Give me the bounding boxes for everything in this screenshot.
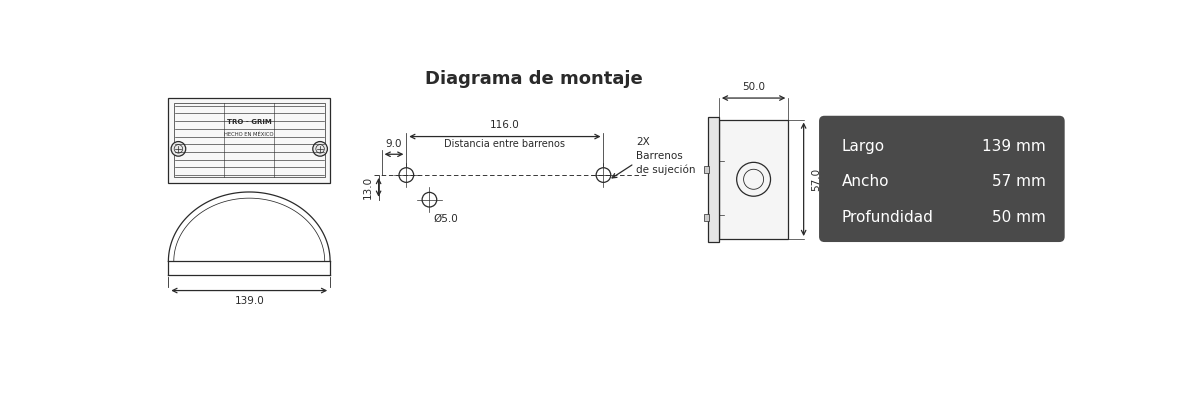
Text: TRO - GRIM: TRO - GRIM (227, 119, 271, 125)
Circle shape (422, 192, 437, 207)
Text: Ø5.0: Ø5.0 (433, 214, 458, 224)
Text: 57.0: 57.0 (811, 168, 821, 191)
Circle shape (596, 168, 611, 182)
Bar (704, 214, 709, 221)
Bar (168, 98, 330, 183)
Bar (704, 166, 709, 173)
Text: Distancia entre barrenos: Distancia entre barrenos (444, 139, 565, 149)
Text: Barrenos: Barrenos (636, 151, 683, 161)
Text: 13.0: 13.0 (362, 176, 372, 199)
Text: Largo: Largo (841, 139, 884, 154)
Circle shape (172, 142, 186, 156)
Bar (174, 104, 325, 177)
Bar (708, 116, 719, 242)
Bar (719, 120, 788, 239)
Text: Profundidad: Profundidad (841, 210, 934, 225)
Text: 50 mm: 50 mm (991, 210, 1045, 225)
Text: Diagrama de montaje: Diagrama de montaje (425, 70, 643, 88)
FancyBboxPatch shape (820, 116, 1064, 242)
Text: 9.0: 9.0 (385, 139, 402, 149)
Circle shape (313, 142, 328, 156)
Text: HECHO EN MÉXICO: HECHO EN MÉXICO (224, 132, 274, 137)
Text: Ancho: Ancho (841, 174, 889, 190)
Text: 139 mm: 139 mm (982, 139, 1045, 154)
Text: de sujeción: de sujeción (636, 164, 695, 175)
Text: 2X: 2X (636, 137, 649, 147)
Circle shape (400, 168, 414, 182)
Text: 116.0: 116.0 (490, 120, 520, 130)
Text: 50.0: 50.0 (742, 82, 766, 92)
Text: 57 mm: 57 mm (991, 174, 1045, 190)
Text: 139.0: 139.0 (234, 296, 264, 306)
